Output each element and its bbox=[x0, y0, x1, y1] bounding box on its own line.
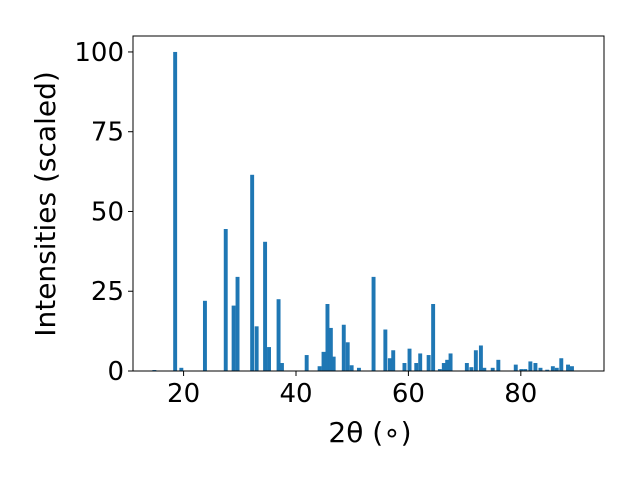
bar bbox=[414, 363, 419, 371]
y-axis-ticks: 0 25 50 75 100 bbox=[74, 38, 133, 387]
bar bbox=[328, 327, 333, 371]
x-tick-label: 20 bbox=[167, 379, 200, 409]
bar bbox=[402, 363, 407, 371]
bar bbox=[349, 365, 354, 371]
bar bbox=[437, 369, 442, 371]
bar bbox=[418, 353, 423, 371]
bar bbox=[223, 229, 228, 371]
bar bbox=[173, 51, 178, 371]
bar bbox=[391, 350, 396, 371]
x-tick-label: 40 bbox=[279, 379, 312, 409]
x-tick-label: 80 bbox=[504, 379, 537, 409]
bar bbox=[426, 355, 431, 371]
bar bbox=[317, 366, 322, 371]
bar bbox=[554, 367, 559, 371]
bar bbox=[279, 363, 284, 371]
bar bbox=[545, 369, 550, 371]
bar bbox=[321, 351, 326, 371]
bar bbox=[490, 367, 495, 371]
bar bbox=[267, 347, 271, 371]
bar bbox=[448, 353, 453, 371]
x-axis-ticks: 20 40 60 80 bbox=[167, 371, 537, 409]
bar bbox=[482, 367, 487, 371]
bar bbox=[276, 299, 281, 371]
bar bbox=[513, 364, 518, 371]
bar bbox=[431, 304, 436, 371]
bar bbox=[304, 355, 309, 371]
bar bbox=[473, 350, 478, 371]
bar bbox=[519, 369, 524, 371]
bar bbox=[235, 276, 240, 371]
bar bbox=[202, 300, 207, 371]
bar bbox=[325, 304, 330, 371]
bar bbox=[254, 326, 259, 371]
bar bbox=[445, 359, 450, 371]
bar bbox=[538, 367, 543, 371]
bar bbox=[263, 241, 268, 371]
y-tick-label: 0 bbox=[107, 357, 124, 387]
bar bbox=[383, 329, 388, 371]
bar bbox=[464, 363, 469, 371]
bar bbox=[566, 364, 570, 371]
bar bbox=[250, 174, 255, 371]
bar bbox=[528, 361, 533, 371]
bar bbox=[331, 356, 336, 371]
y-tick-label: 100 bbox=[74, 38, 124, 68]
y-tick-label: 75 bbox=[91, 118, 124, 148]
y-tick-label: 25 bbox=[91, 277, 124, 307]
bar bbox=[533, 363, 538, 371]
bar bbox=[179, 367, 184, 371]
bar bbox=[496, 359, 501, 371]
bar bbox=[371, 276, 376, 371]
bar bbox=[341, 324, 346, 371]
plot-frame bbox=[132, 35, 605, 372]
bar bbox=[478, 345, 483, 371]
bar bbox=[559, 358, 564, 371]
bar bbox=[356, 367, 361, 371]
bar bbox=[570, 366, 574, 371]
bar bbox=[387, 358, 392, 371]
x-tick-label: 60 bbox=[392, 379, 425, 409]
bar bbox=[523, 369, 528, 371]
bars-group bbox=[152, 51, 574, 371]
bar bbox=[345, 342, 350, 371]
bar bbox=[441, 363, 446, 371]
bar bbox=[407, 348, 412, 371]
bar bbox=[231, 305, 236, 371]
bar bbox=[469, 367, 474, 371]
bar bbox=[550, 366, 555, 371]
y-tick-label: 50 bbox=[91, 197, 124, 227]
x-axis-label: 2θ (∘) bbox=[328, 416, 411, 449]
y-axis-label: Intensities (scaled) bbox=[29, 71, 62, 337]
